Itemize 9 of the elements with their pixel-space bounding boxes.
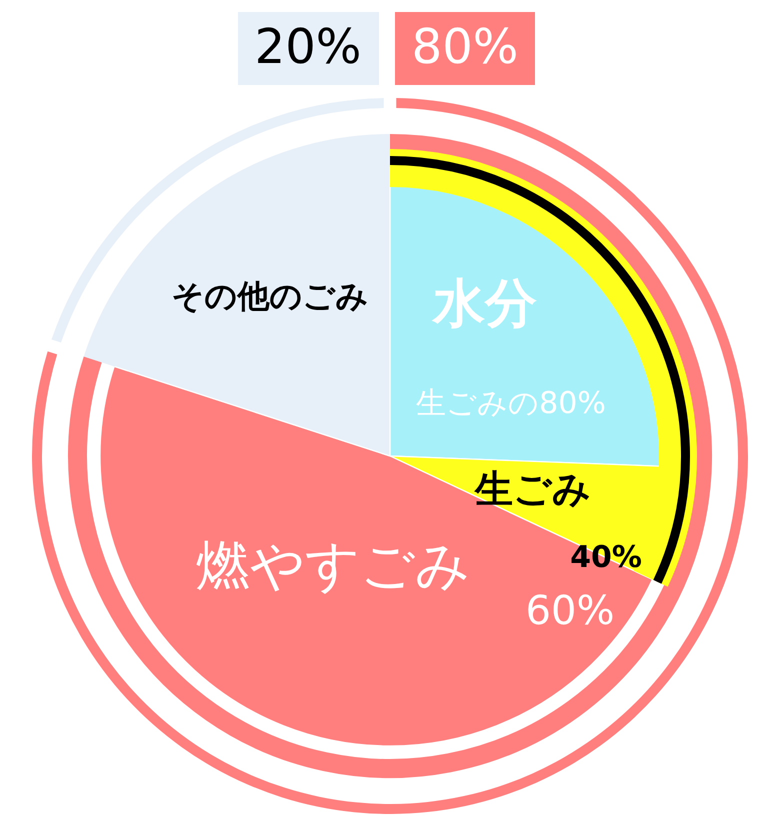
text: 40% (570, 540, 642, 575)
data-label: 80% (412, 19, 518, 75)
slice-label: その他のごみ (172, 277, 368, 315)
data-label: 20% (254, 19, 362, 75)
slice-label: 燃やすごみ (196, 534, 470, 597)
slice-label: 生ごみ (474, 467, 591, 511)
text: 60% (526, 588, 614, 634)
slice-label: 水分 (431, 274, 537, 334)
text: 生ごみの80% (416, 386, 606, 421)
